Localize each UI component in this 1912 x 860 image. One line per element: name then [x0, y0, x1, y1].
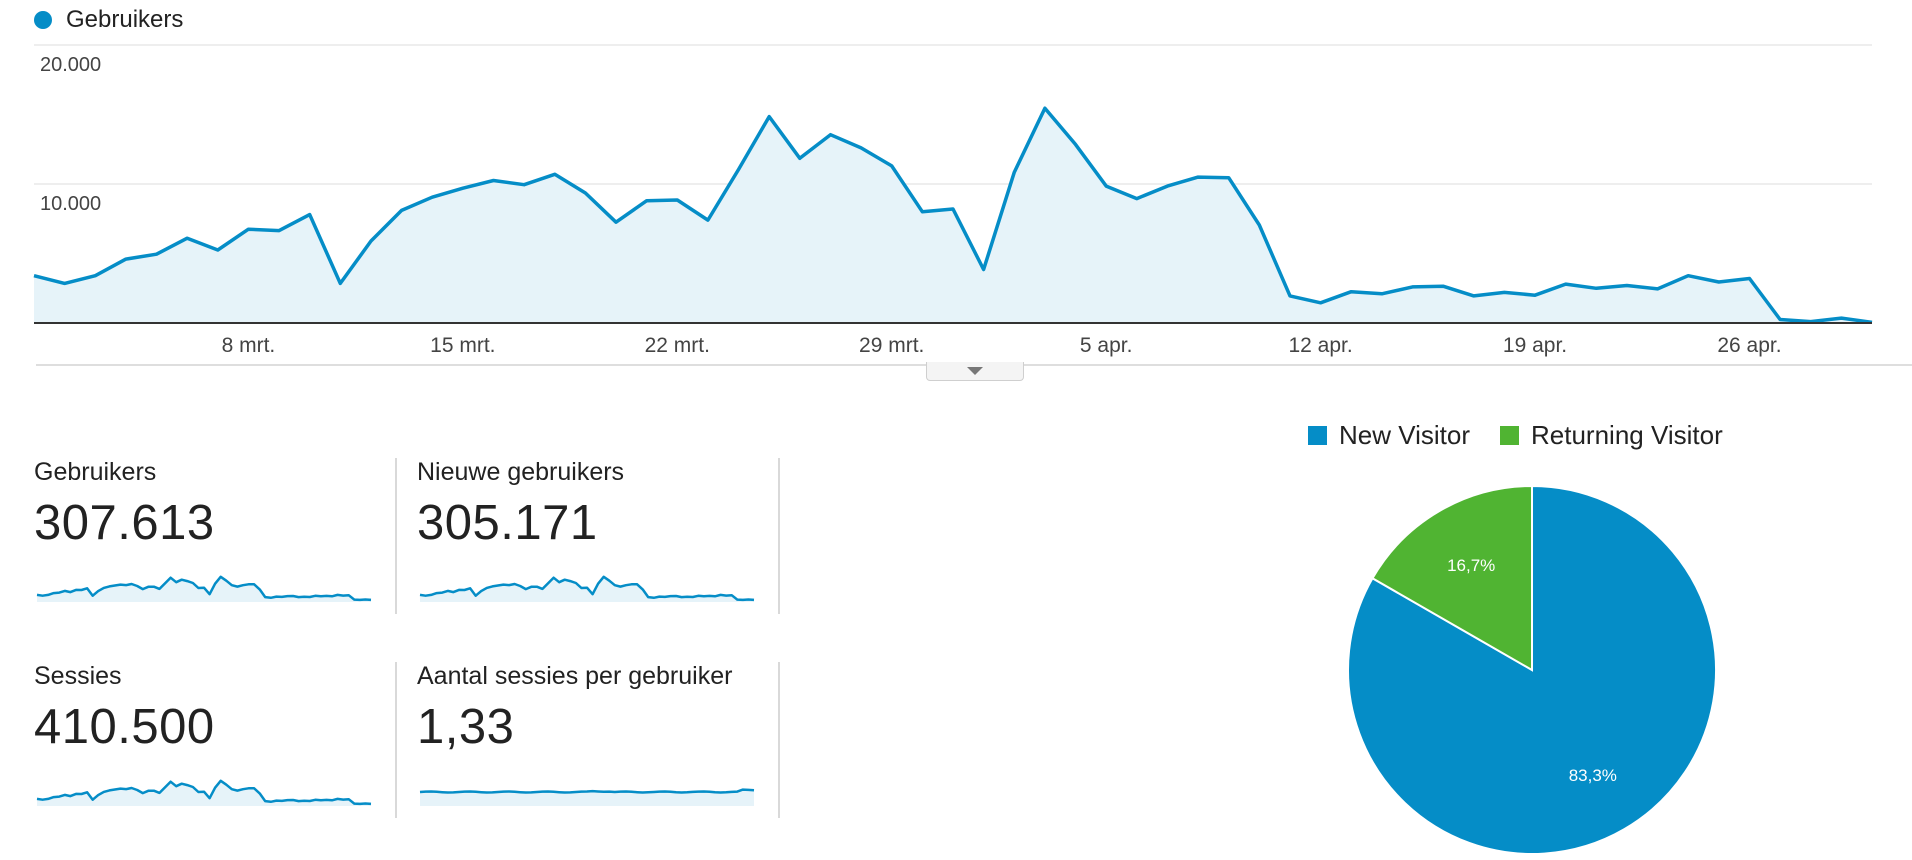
- divider: [395, 458, 397, 614]
- legend-item-returning-visitor[interactable]: Returning Visitor: [1500, 420, 1723, 451]
- metric-label: Sessies: [34, 662, 122, 690]
- divider: [778, 662, 780, 818]
- metric-value: 1,33: [417, 700, 515, 754]
- x-axis-labels: 8 mrt. 15 mrt. 22 mrt. 29 mrt. 5 apr. 12 apr.…: [222, 334, 1782, 357]
- sparkline: [419, 575, 755, 602]
- sparkline-fill: [420, 789, 754, 806]
- square-icon: [1308, 426, 1327, 445]
- divider: [395, 662, 397, 818]
- pie-legend: New Visitor Returning Visitor: [1308, 420, 1753, 451]
- x-tick-label: 26 apr.: [1717, 334, 1781, 357]
- x-tick-label: 15 mrt.: [430, 334, 495, 357]
- x-tick-label: 5 apr.: [1080, 334, 1133, 357]
- x-tick-label: 29 mrt.: [859, 334, 924, 357]
- metric-value: 307.613: [34, 496, 215, 550]
- y-tick-label: 10.000: [40, 193, 101, 215]
- sparkline-line: [36, 575, 372, 602]
- pie-slice-label: 16,7%: [1447, 556, 1495, 575]
- x-tick-label: 12 apr.: [1288, 334, 1352, 357]
- legend-series-label[interactable]: Gebruikers: [66, 6, 184, 33]
- y-axis-labels: 20.000 10.000: [40, 54, 101, 215]
- sparkline-line: [419, 575, 755, 602]
- chart-area: [33, 106, 1873, 325]
- circle-dot-icon: [34, 11, 52, 29]
- legend-label: Returning Visitor: [1531, 420, 1723, 450]
- divider: [778, 458, 780, 614]
- series-line[interactable]: [33, 106, 1873, 325]
- metric-sessions-per-user[interactable]: Aantal sessies per gebruiker 1,33: [417, 662, 777, 816]
- users-line-chart[interactable]: 20.000 10.000 8 mrt. 15 mrt. 22 mrt. 29 mrt.…: [0, 0, 1912, 380]
- legend-label: New Visitor: [1339, 420, 1471, 450]
- metric-new-users[interactable]: Nieuwe gebruikers 305.171: [417, 458, 777, 612]
- x-tick-label: 8 mrt.: [222, 334, 276, 357]
- sparkline: [36, 575, 372, 602]
- metric-label: Nieuwe gebruikers: [417, 458, 625, 486]
- sparkline-line: [36, 779, 372, 806]
- metric-value: 410.500: [34, 700, 215, 754]
- chart-expand-toggle[interactable]: [926, 362, 1024, 381]
- metric-sessions[interactable]: Sessies 410.500: [34, 662, 394, 816]
- metric-label: Aantal sessies per gebruiker: [417, 662, 733, 690]
- y-tick-label: 20.000: [40, 54, 101, 76]
- metric-value: 305.171: [417, 496, 598, 550]
- area-fill: [34, 108, 1872, 323]
- legend-item-new-visitor[interactable]: New Visitor: [1308, 420, 1470, 451]
- sparkline: [36, 779, 372, 806]
- x-tick-label: 22 mrt.: [645, 334, 710, 357]
- chart-legend: Gebruikers: [34, 6, 183, 34]
- pie-slice-returning-visitor[interactable]: [1371, 484, 1533, 672]
- sparkline-line: [419, 788, 755, 794]
- metric-users[interactable]: Gebruikers 307.613: [34, 458, 394, 612]
- pie-slice-label: 83,3%: [1569, 766, 1617, 785]
- square-icon: [1500, 426, 1520, 445]
- visitor-pie-chart[interactable]: 83,3% 16,7%: [1340, 480, 1740, 860]
- chevron-down-icon: [967, 367, 983, 375]
- x-tick-label: 19 apr.: [1503, 334, 1567, 357]
- metric-label: Gebruikers: [34, 458, 157, 486]
- sparkline: [419, 788, 755, 806]
